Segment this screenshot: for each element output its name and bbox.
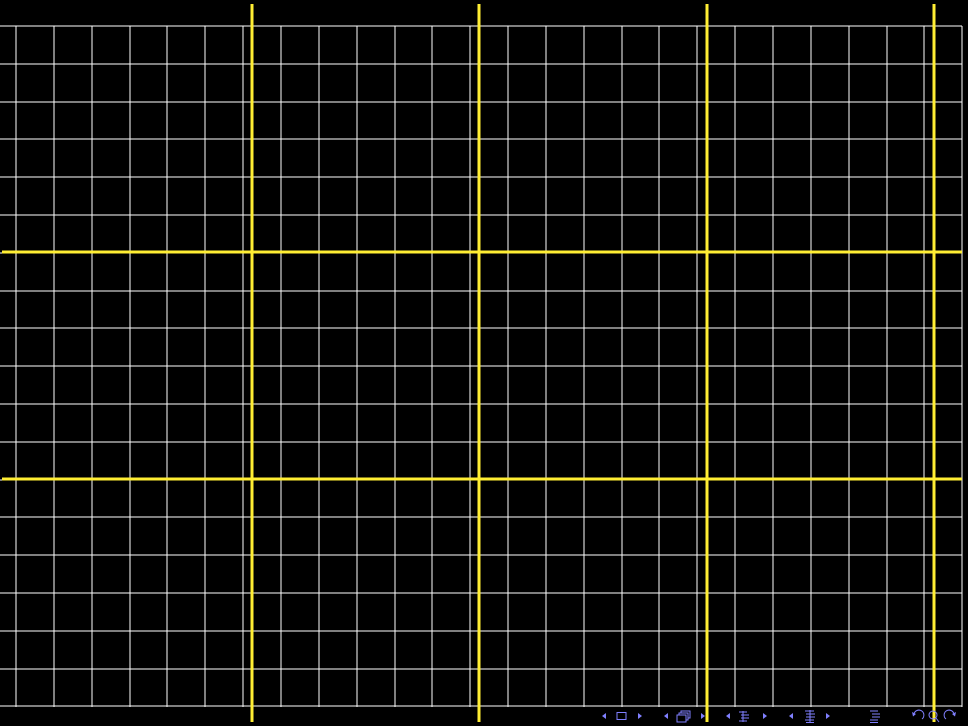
nav-forward-icon[interactable]	[942, 709, 958, 723]
nav-section-icon[interactable]	[800, 709, 816, 723]
nav-appendix-icon[interactable]	[864, 709, 880, 723]
nav-subsection-icon[interactable]	[736, 709, 752, 723]
nav-prev-section-icon[interactable]	[784, 709, 794, 723]
nav-next-section-icon[interactable]	[822, 709, 832, 723]
nav-next-slide-icon[interactable]	[634, 709, 644, 723]
nav-prev-frame-icon[interactable]	[660, 709, 670, 723]
nav-slide-icon[interactable]	[614, 709, 630, 723]
nav-frame-icon[interactable]	[674, 709, 694, 723]
nav-prev-slide-icon[interactable]	[598, 709, 608, 723]
nav-next-frame-icon[interactable]	[698, 709, 708, 723]
nav-back-icon[interactable]	[910, 709, 925, 723]
nav-search-icon[interactable]	[926, 709, 940, 723]
nav-next-subsection-icon[interactable]	[760, 709, 770, 723]
beamer-navigation-bar	[596, 707, 964, 725]
nav-prev-subsection-icon[interactable]	[722, 709, 732, 723]
